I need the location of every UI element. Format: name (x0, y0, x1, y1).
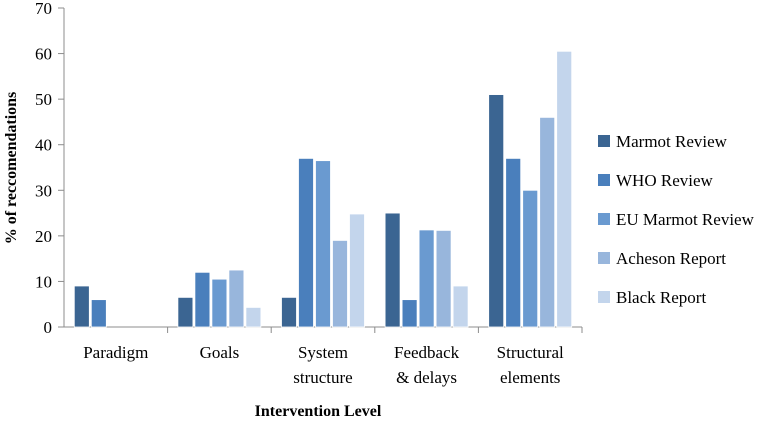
x-tick-label: Goals (200, 343, 240, 362)
x-tick-label-line: structure (293, 368, 352, 387)
x-tick-label-line: Feedback (394, 343, 460, 362)
bar (211, 278, 228, 328)
legend-label: Marmot Review (616, 132, 728, 151)
plot-area: 0 10 20 30 40 50 60 70 Paradigm Goals System struct… (35, 0, 583, 387)
bar (194, 271, 211, 328)
x-tick-label-line: & delays (396, 368, 457, 387)
legend-label: Black Report (616, 288, 706, 307)
legend-swatch (598, 213, 610, 225)
y-axis-title: % of reccomendations (3, 92, 20, 245)
bar (418, 229, 435, 328)
x-tick-label: System structure (293, 343, 352, 387)
x-tick-label-line: Paradigm (83, 343, 148, 362)
legend-label: WHO Review (616, 171, 714, 190)
y-tick-label: 30 (35, 181, 52, 200)
bar (435, 229, 452, 328)
y-tick-label: 70 (35, 0, 52, 18)
legend-label: Acheson Report (616, 249, 726, 268)
y-tick-label: 40 (35, 136, 52, 155)
legend-swatch (598, 174, 610, 186)
bar (488, 94, 505, 328)
x-axis-title: Intervention Level (255, 403, 382, 420)
y-tick-label: 10 (35, 272, 52, 291)
bar (245, 307, 262, 328)
x-tick-label: Feedback & delays (394, 343, 460, 387)
bar (349, 213, 365, 328)
bar (281, 296, 297, 328)
x-tick-label: Structural elements (497, 343, 564, 387)
bar (315, 160, 331, 328)
legend-label: EU Marmot Review (616, 210, 755, 229)
legend-swatch (598, 135, 610, 147)
bar (401, 299, 418, 328)
bar (90, 299, 107, 328)
bar (298, 157, 314, 328)
bar (384, 212, 401, 328)
y-tick-label: 0 (44, 318, 53, 337)
x-tick-label-line: Goals (200, 343, 240, 362)
bar (452, 285, 469, 328)
bar (228, 269, 245, 328)
bar (332, 240, 348, 328)
x-tick-label: Paradigm (83, 343, 148, 362)
legend-swatch (598, 291, 610, 303)
legend-swatch (598, 252, 610, 264)
legend: Marmot Review WHO Review EU Marmot Review A… (598, 132, 755, 307)
x-tick-label-line: System (298, 343, 348, 362)
y-tick-label: 60 (35, 45, 52, 64)
bar (556, 50, 573, 328)
x-tick-label-line: elements (500, 368, 560, 387)
bar (177, 296, 194, 328)
bar (73, 285, 90, 328)
bar (505, 157, 522, 328)
y-tick-label: 50 (35, 90, 52, 109)
y-tick-label: 20 (35, 227, 52, 246)
bar (539, 116, 556, 328)
bar (522, 189, 539, 328)
x-tick-label-line: Structural (497, 343, 564, 362)
